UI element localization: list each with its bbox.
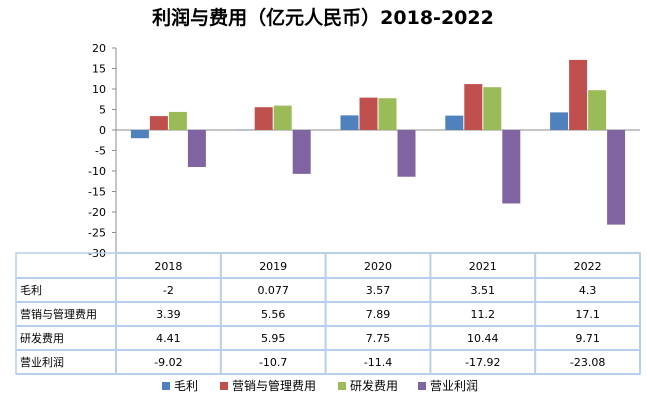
table-cell: 17.1 (575, 308, 600, 321)
bar (569, 59, 588, 130)
table-row-label: 营业利润 (20, 355, 64, 369)
table-cell: -11.4 (364, 356, 392, 369)
table-cell: 3.57 (366, 284, 391, 297)
legend-label: 研发费用 (350, 378, 398, 393)
legend-label: 毛利 (174, 379, 198, 393)
legend-swatch (220, 382, 228, 390)
bar (254, 107, 273, 130)
table-header-cell: 2020 (364, 260, 392, 273)
table-cell: -17.92 (465, 356, 500, 369)
table-cell: -2 (163, 284, 174, 297)
table-cell: 7.75 (366, 332, 391, 345)
y-tick-label: 5 (99, 104, 106, 117)
y-tick-label: -20 (88, 206, 106, 219)
legend-swatch (162, 382, 170, 390)
table-row-label: 毛利 (20, 284, 42, 297)
table-cell: 3.51 (471, 284, 496, 297)
bar (378, 98, 397, 130)
bar-area (130, 59, 626, 225)
table-cell: 0.077 (257, 284, 289, 297)
table-cell: 11.2 (471, 308, 496, 321)
y-tick-label: -5 (95, 145, 106, 158)
bar (502, 130, 521, 204)
bar (607, 130, 626, 225)
y-tick-label: -15 (88, 186, 106, 199)
table-header-cell: 2021 (469, 260, 497, 273)
table-cell: 9.71 (575, 332, 600, 345)
table-cell: 4.41 (156, 332, 181, 345)
bar (483, 87, 502, 130)
y-tick-label: 10 (92, 83, 106, 96)
legend-swatch (418, 382, 426, 390)
table-cell: -23.08 (570, 356, 605, 369)
bar (273, 105, 292, 130)
table-border (15, 252, 641, 375)
y-tick-label: 0 (99, 124, 106, 137)
legend-label: 营销与管理费用 (232, 378, 316, 393)
y-tick-label: 20 (92, 42, 106, 55)
y-tick-label: 15 (92, 63, 106, 76)
bar (359, 97, 378, 130)
table-cell: 3.39 (156, 308, 181, 321)
bar (445, 115, 464, 130)
table-cell: 10.44 (467, 332, 499, 345)
table-header-cell: 2022 (574, 260, 602, 273)
bar (187, 130, 206, 167)
bar (340, 115, 359, 130)
legend: 毛利 营销与管理费用 研发费用 营业利润 (162, 378, 478, 393)
bar (292, 130, 311, 174)
bar (235, 129, 254, 131)
table-header-cell: 2018 (154, 260, 182, 273)
table-cell: -10.7 (259, 356, 287, 369)
table-cell: 4.3 (579, 284, 597, 297)
chart-title: 利润与费用（亿元人民币）2018-2022 (152, 6, 494, 29)
table-cell: 5.56 (261, 308, 286, 321)
data-table: 2018 2019 2020 2021 2022 毛利 -2 0.077 3.57 3.51 4.3… (15, 252, 641, 375)
bar (168, 111, 187, 130)
bar (550, 112, 569, 130)
y-tick-label: -10 (88, 165, 106, 178)
y-tick-label: -25 (88, 227, 106, 240)
bar (464, 84, 483, 130)
bar (149, 116, 168, 130)
table-header-cell: 2019 (259, 260, 287, 273)
legend-swatch (338, 382, 346, 390)
table-row-label: 研发费用 (20, 331, 64, 345)
bar (588, 90, 607, 130)
table-row-label: 营销与管理费用 (20, 307, 97, 321)
table-cell: 7.89 (366, 308, 391, 321)
bar (130, 130, 149, 139)
table-cell: 5.95 (261, 332, 286, 345)
legend-label: 营业利润 (430, 379, 478, 393)
table-cell: -9.02 (154, 356, 182, 369)
bar (397, 130, 416, 177)
